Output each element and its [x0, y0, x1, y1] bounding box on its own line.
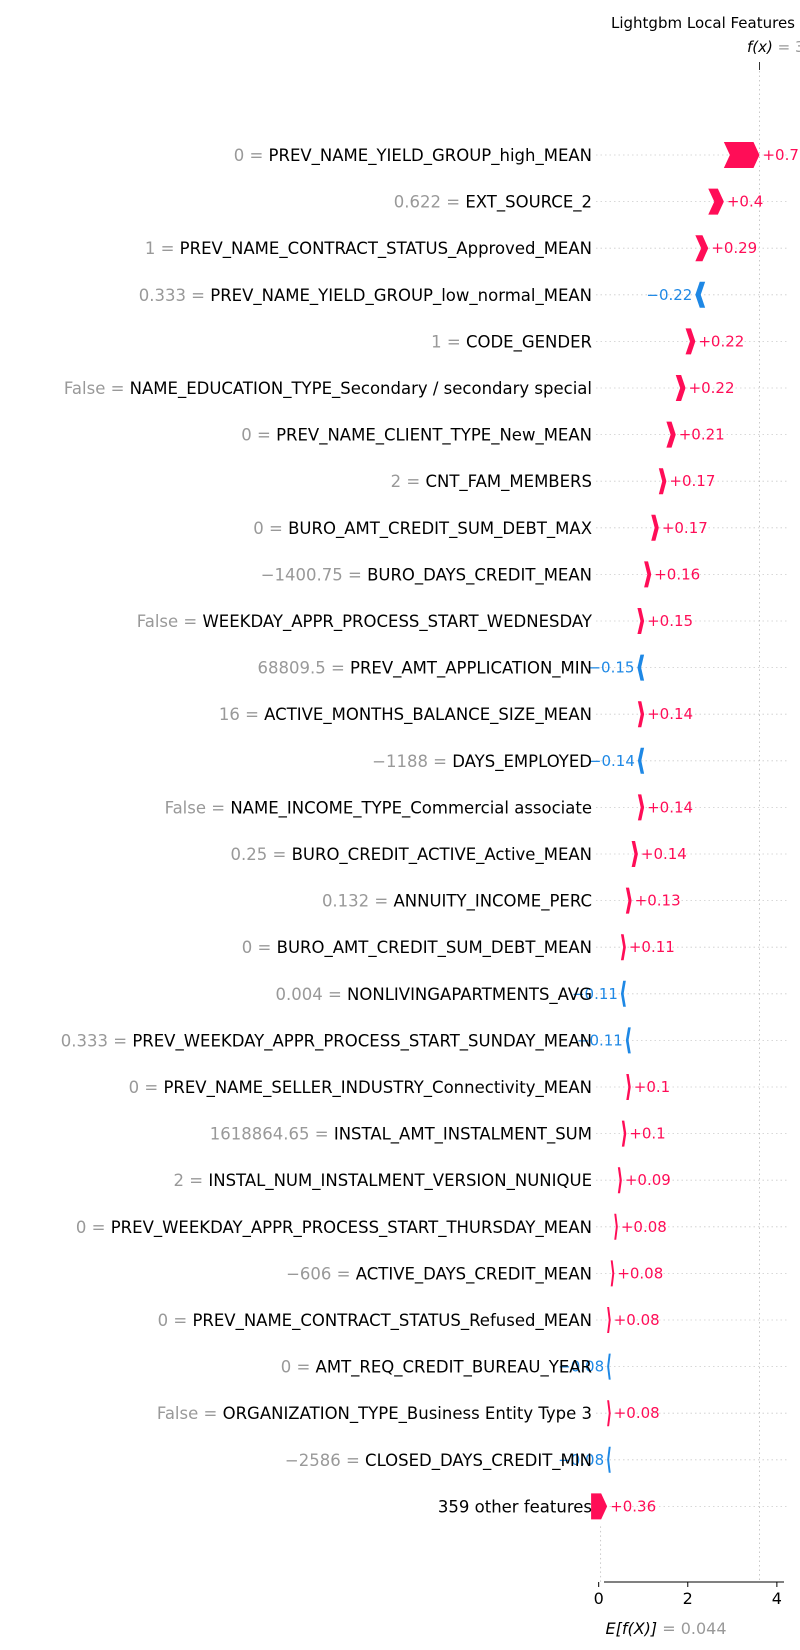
contribution-label: +0.14 [641, 845, 687, 863]
feature-label: False = ORGANIZATION_TYPE_Business Entit… [157, 1404, 592, 1424]
contribution-label: +0.4 [727, 193, 763, 211]
contribution-label: −0.15 [588, 659, 634, 677]
contribution-label: +0.08 [621, 1218, 667, 1236]
contribution-label: −0.22 [646, 286, 692, 304]
contribution-label: −0.11 [577, 1031, 623, 1049]
feature-label: 0.132 = ANNUITY_INCOME_PERC [322, 892, 592, 912]
feature-label: 0.25 = BURO_CREDIT_ACTIVE_Active_MEAN [231, 845, 592, 865]
contribution-label: +0.17 [662, 519, 708, 537]
contribution-label: −0.08 [558, 1451, 604, 1469]
contribution-label: +0.14 [647, 798, 693, 816]
waterfall-bar [637, 701, 645, 728]
waterfall-bar [620, 934, 626, 961]
contribution-label: +0.29 [711, 239, 757, 257]
waterfall-bar [644, 561, 652, 588]
feature-label: 0.333 = PREV_NAME_YIELD_GROUP_low_normal… [139, 286, 592, 306]
chart-title: Lightgbm Local Features [611, 14, 795, 32]
waterfall-bar [591, 1493, 608, 1520]
waterfall-bar [607, 1353, 611, 1380]
feature-label: 1 = PREV_NAME_CONTRACT_STATUS_Approved_M… [145, 239, 592, 259]
feature-label: 2 = CNT_FAM_MEMBERS [391, 472, 592, 492]
waterfall-bar [685, 328, 696, 355]
contribution-label: +0.1 [634, 1078, 670, 1096]
feature-label: 0.004 = NONLIVINGAPARTMENTS_AVG [275, 985, 592, 1005]
contribution-label: +0.1 [629, 1125, 665, 1143]
x-tick-label: 2 [683, 1589, 693, 1608]
feature-label: 0 = PREV_WEEKDAY_APPR_PROCESS_START_THUR… [76, 1218, 592, 1238]
x-tick-label: 4 [772, 1589, 782, 1608]
base-value-label: E[f(X)] = 0.044 [605, 1619, 726, 1638]
fx-label: f(x) = 3 [747, 38, 800, 56]
waterfall-bar [637, 794, 645, 821]
feature-label: 0 = PREV_NAME_CLIENT_TYPE_New_MEAN [241, 426, 592, 446]
feature-label: 16 = ACTIVE_MONTHS_BALANCE_SIZE_MEAN [219, 705, 592, 725]
contribution-label: +0.22 [689, 379, 735, 397]
feature-label: 0 = BURO_AMT_CREDIT_SUM_DEBT_MEAN [242, 938, 592, 958]
waterfall-bar [695, 235, 709, 262]
feature-label: 0 = PREV_NAME_SELLER_INDUSTRY_Connectivi… [129, 1078, 592, 1098]
waterfall-bar [651, 514, 659, 541]
waterfall-bar [675, 375, 686, 401]
feature-label: 68809.5 = PREV_AMT_APPLICATION_MIN [257, 659, 592, 679]
feature-label: 1 = CODE_GENDER [431, 332, 592, 352]
waterfall-bar [626, 1074, 631, 1100]
waterfall-bar [625, 887, 632, 914]
waterfall-bar [708, 188, 724, 215]
contribution-label: +0.22 [698, 332, 744, 350]
contribution-label: −0.08 [558, 1358, 604, 1376]
feature-label: 0.333 = PREV_WEEKDAY_APPR_PROCESS_START_… [61, 1031, 592, 1051]
contribution-label: +0.16 [654, 565, 700, 583]
waterfall-bar [610, 1260, 615, 1287]
feature-label: 0 = AMT_REQ_CREDIT_BUREAU_YEAR [281, 1358, 592, 1378]
contribution-label: +0.13 [635, 892, 681, 910]
contribution-label: +0.21 [679, 426, 725, 444]
feature-label: −606 = ACTIVE_DAYS_CREDIT_MEAN [286, 1264, 592, 1284]
waterfall-bar [607, 1446, 611, 1473]
contribution-label: +0.17 [669, 472, 715, 490]
waterfall-bar [723, 142, 760, 168]
waterfall-bar [658, 468, 667, 495]
feature-label: False = NAME_EDUCATION_TYPE_Secondary / … [64, 379, 592, 399]
feature-label: −1188 = DAYS_EMPLOYED [372, 752, 592, 772]
contribution-label: +0.08 [614, 1311, 660, 1329]
waterfall-bar [607, 1400, 611, 1427]
feature-label: 1618864.65 = INSTAL_AMT_INSTALMENT_SUM [210, 1125, 592, 1145]
waterfall-bar [620, 980, 626, 1007]
contribution-label: +0.14 [647, 705, 693, 723]
waterfall-bar [631, 841, 638, 867]
waterfall-bar [637, 747, 645, 774]
x-tick-label: 0 [594, 1589, 604, 1608]
contribution-label: −0.14 [589, 752, 635, 770]
contribution-label: +0.11 [629, 938, 675, 956]
feature-label: 359 other features [438, 1497, 592, 1516]
feature-label: False = NAME_INCOME_TYPE_Commercial asso… [165, 798, 592, 818]
contribution-label: +0.08 [617, 1264, 663, 1282]
waterfall-bar [625, 1027, 631, 1054]
waterfall-bar [666, 421, 676, 448]
waterfall-bar [695, 281, 706, 308]
contribution-label: +0.36 [610, 1497, 656, 1515]
feature-label: 0 = PREV_NAME_YIELD_GROUP_high_MEAN [234, 146, 592, 166]
feature-label: 0 = PREV_NAME_CONTRACT_STATUS_Refused_ME… [158, 1311, 592, 1331]
contribution-label: +0.09 [625, 1171, 671, 1189]
feature-label: −2586 = CLOSED_DAYS_CREDIT_MIN [285, 1451, 592, 1471]
waterfall-bar [621, 1120, 627, 1147]
waterfall-bar [617, 1167, 622, 1194]
contribution-label: +0.08 [614, 1404, 660, 1422]
feature-label: False = WEEKDAY_APPR_PROCESS_START_WEDNE… [137, 612, 593, 632]
waterfall-bar [607, 1307, 611, 1333]
contribution-label: +0.15 [647, 612, 693, 630]
feature-label: 2 = INSTAL_NUM_INSTALMENT_VERSION_NUNIQU… [174, 1171, 592, 1191]
contribution-label: −0.11 [572, 985, 618, 1003]
contribution-label: +0.7 [762, 146, 798, 164]
feature-label: 0.622 = EXT_SOURCE_2 [394, 193, 592, 213]
waterfall-bar [637, 654, 645, 681]
feature-label: −1400.75 = BURO_DAYS_CREDIT_MEAN [261, 565, 592, 585]
waterfall-bar [614, 1213, 618, 1240]
waterfall-bar [637, 608, 645, 634]
feature-label: 0 = BURO_AMT_CREDIT_SUM_DEBT_MAX [253, 519, 592, 539]
